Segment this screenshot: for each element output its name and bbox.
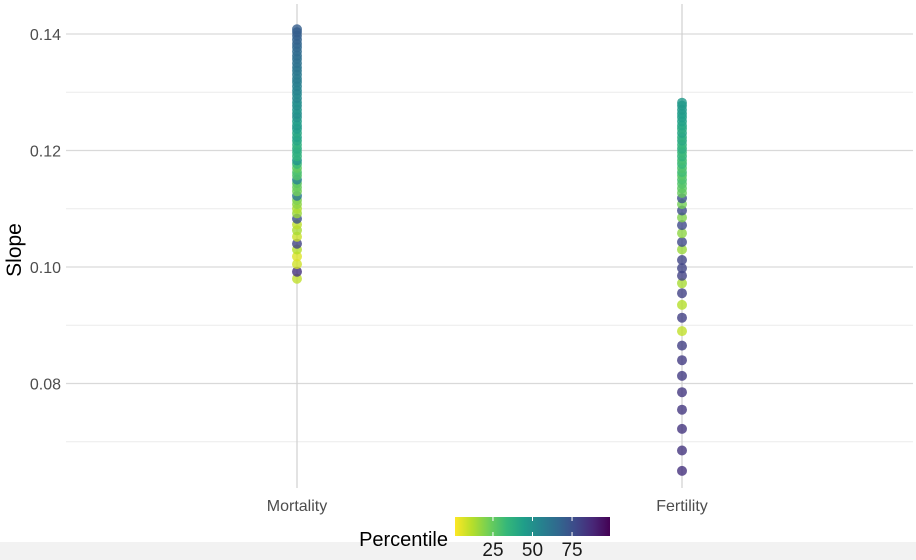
data-point — [677, 212, 687, 223]
data-point — [292, 251, 302, 262]
data-points — [292, 24, 687, 476]
y-tick-label: 0.08 — [30, 377, 61, 394]
y-tick-labels: 0.08 0.10 0.12 0.14 — [30, 27, 61, 394]
legend-tick-label: 50 — [522, 540, 543, 560]
x-tick-label: Fertility — [656, 498, 708, 515]
footer-band — [0, 542, 916, 560]
data-point — [677, 237, 687, 247]
y-tick-label: 0.12 — [30, 144, 61, 161]
x-gridlines — [296, 4, 683, 488]
data-point — [677, 278, 687, 289]
data-point — [677, 299, 687, 310]
data-point — [677, 387, 687, 398]
data-point — [677, 97, 687, 108]
minor-gridlines — [66, 91, 913, 443]
colorbar — [455, 517, 610, 536]
y-axis-title: Slope — [3, 223, 26, 277]
data-point — [677, 370, 687, 381]
x-tick-labels: Mortality Fertility — [267, 498, 708, 515]
data-point — [677, 244, 687, 255]
legend-tick-label: 25 — [482, 540, 503, 560]
data-point — [677, 326, 687, 337]
data-point — [677, 288, 687, 299]
data-point — [677, 404, 687, 415]
data-point — [677, 312, 687, 323]
data-point — [677, 465, 687, 476]
data-point — [677, 255, 687, 265]
y-tick-label: 0.14 — [30, 27, 61, 44]
data-point — [677, 220, 687, 231]
legend-title: Percentile — [359, 529, 448, 551]
data-point — [677, 423, 687, 434]
major-gridlines — [66, 33, 913, 385]
data-point — [292, 24, 302, 35]
data-point — [677, 228, 687, 239]
data-point — [292, 259, 302, 270]
data-point — [292, 266, 302, 277]
legend-ticks: 25 50 75 — [482, 517, 583, 560]
x-tick-label: Mortality — [267, 498, 327, 515]
data-point — [677, 355, 687, 366]
data-point — [677, 263, 687, 274]
legend-tick-label: 75 — [561, 540, 582, 560]
data-point — [292, 238, 302, 249]
data-point — [677, 445, 687, 456]
data-point — [292, 273, 302, 284]
legend: Percentile 25 50 75 — [359, 517, 610, 560]
data-point — [677, 270, 687, 281]
data-point — [677, 340, 687, 351]
y-tick-label: 0.10 — [30, 260, 61, 277]
